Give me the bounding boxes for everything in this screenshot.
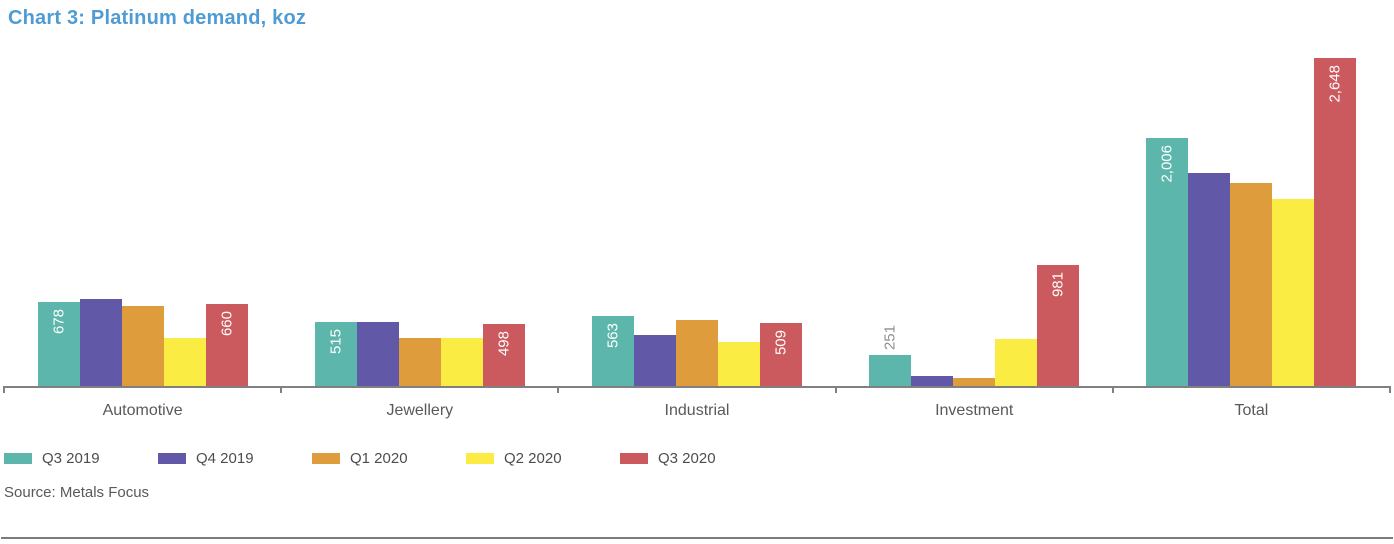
legend-item-q4-2019: Q4 2019 <box>158 450 312 467</box>
bar-value-label: 563 <box>604 323 622 349</box>
bar-q2-2020-investment <box>995 339 1038 386</box>
bar-group-jewellery: 515 498 <box>281 54 558 386</box>
legend-swatch-icon <box>158 453 186 464</box>
axis-tick <box>1111 386 1114 393</box>
category-label-automotive: Automotive <box>102 402 183 419</box>
axis-tick <box>280 386 283 393</box>
bar-q2-2020-automotive <box>163 337 206 386</box>
bar-value-label: 678 <box>50 309 68 335</box>
category-label-industrial: Industrial <box>664 402 730 419</box>
legend-item-q3-2019: Q3 2019 <box>4 450 158 467</box>
bar-q4-2019-industrial <box>634 334 676 386</box>
bar-q4-2019-investment <box>911 375 954 386</box>
category-label-investment: Investment <box>935 402 1014 419</box>
category-label-jewellery: Jewellery <box>386 402 454 419</box>
bar-q3-2019-automotive: 678 <box>37 302 80 386</box>
category-axis: Automotive Jewellery Industrial Investment T… <box>4 402 1390 420</box>
bar-q4-2019-jewellery <box>356 321 399 386</box>
category-label-total: Total <box>1234 402 1269 419</box>
bar-q1-2020-automotive <box>121 305 164 386</box>
bar-q2-2020-jewellery <box>440 337 483 386</box>
bar-value-label: 251 <box>881 324 899 350</box>
bar-q3-2020-investment: 981 <box>1037 264 1080 386</box>
bar-value-label: 498 <box>495 331 513 357</box>
bar-group-automotive: 678 660 <box>4 54 281 386</box>
legend-label: Q3 2020 <box>658 450 716 467</box>
legend-swatch-icon <box>620 453 648 464</box>
legend: Q3 2019 Q4 2019 Q1 2020 Q2 2020 Q3 2020 <box>4 450 774 467</box>
legend-swatch-icon <box>312 453 340 464</box>
bar-q3-2019-jewellery: 515 <box>314 322 357 386</box>
axis-tick <box>1389 386 1391 393</box>
axis-tick <box>834 386 837 393</box>
bar-q2-2020-industrial <box>718 342 760 386</box>
axis-tick <box>3 386 5 393</box>
bar-q1-2020-total <box>1230 183 1273 386</box>
bar-value-label: 2,006 <box>1158 144 1176 183</box>
bar-group-total: 2,006 2,648 <box>1113 54 1390 386</box>
legend-label: Q1 2020 <box>350 450 408 467</box>
axis-tick <box>557 386 560 393</box>
bar-group-industrial: 563 509 <box>558 54 835 386</box>
legend-label: Q3 2019 <box>42 450 100 467</box>
bar-q1-2020-industrial <box>676 320 718 386</box>
bar-q4-2019-total <box>1188 173 1231 386</box>
bar-value-label: 660 <box>218 311 236 337</box>
bar-q3-2019-industrial: 563 <box>592 316 634 386</box>
legend-swatch-icon <box>4 453 32 464</box>
bar-value-label: 515 <box>327 329 345 355</box>
bar-value-label: 509 <box>772 330 790 356</box>
bar-q3-2020-automotive: 660 <box>205 304 248 386</box>
bar-q1-2020-jewellery <box>398 337 441 386</box>
bar-value-label: 2,648 <box>1326 65 1344 103</box>
bar-q3-2020-total: 2,648 <box>1314 58 1357 386</box>
legend-item-q3-2020: Q3 2020 <box>620 450 774 467</box>
bottom-divider <box>1 537 1393 539</box>
bar-group-investment: 251 981 <box>836 54 1113 386</box>
legend-swatch-icon <box>466 453 494 464</box>
plot-area: 678 660 515 498 563 509 251 981 2,006 2,648 <box>3 54 1391 393</box>
bar-q1-2020-investment <box>953 378 996 386</box>
bar-q3-2020-industrial: 509 <box>760 323 802 386</box>
bar-q4-2019-automotive <box>79 299 122 386</box>
bar-q3-2020-jewellery: 498 <box>482 324 525 386</box>
legend-item-q2-2020: Q2 2020 <box>466 450 620 467</box>
chart-title: Chart 3: Platinum demand, koz <box>8 7 307 29</box>
bar-q3-2019-investment: 251 <box>869 325 912 386</box>
bar-q2-2020-total <box>1272 198 1315 386</box>
bar-q3-2019-total: 2,006 <box>1146 137 1189 386</box>
source-note: Source: Metals Focus <box>4 484 150 501</box>
legend-label: Q2 2020 <box>504 450 562 467</box>
legend-item-q1-2020: Q1 2020 <box>312 450 466 467</box>
legend-label: Q4 2019 <box>196 450 254 467</box>
bar-value-label: 981 <box>1049 271 1067 297</box>
